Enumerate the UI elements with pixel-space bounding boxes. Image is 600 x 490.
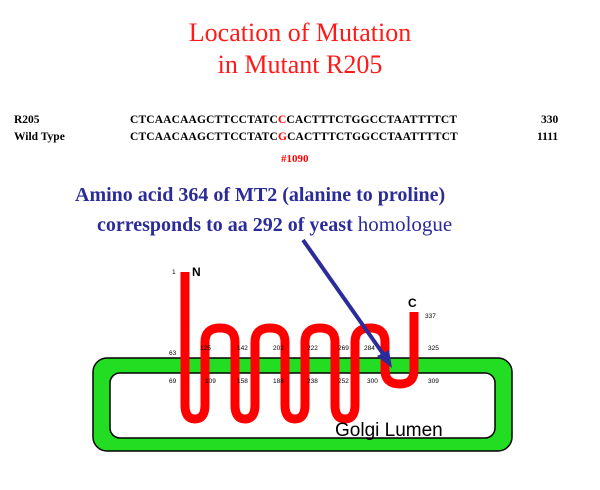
c-terminus-label: C: [408, 296, 417, 310]
boundary-top-3: 202: [273, 345, 284, 352]
boundary-top-0: 63: [169, 350, 177, 357]
golgi-lumen-label: Golgi Lumen: [335, 420, 443, 441]
boundary-bottom-6: 300: [367, 378, 378, 385]
boundary-bottom-1: 109: [205, 378, 216, 385]
boundary-top-4: 222: [307, 345, 318, 352]
mutation-arrow-shaft: [303, 240, 386, 358]
boundary-bottom-5: 252: [338, 378, 349, 385]
boundary-top-5: 269: [338, 345, 349, 352]
n-terminus-label: N: [192, 265, 201, 279]
boundary-bottom-7: 309: [428, 378, 439, 385]
boundary-bottom-3: 188: [273, 378, 284, 385]
boundary-bottom-4: 238: [307, 378, 318, 385]
n-start-number: 1: [172, 269, 176, 276]
boundary-bottom-0: 69: [169, 378, 177, 385]
boundary-top-2: 142: [237, 345, 248, 352]
boundary-bottom-2: 158: [237, 378, 248, 385]
boundary-top-7: 325: [428, 345, 439, 352]
c-end-number: 337: [425, 313, 436, 320]
boundary-top-1: 125: [200, 345, 211, 352]
boundary-top-6: 284: [364, 345, 375, 352]
